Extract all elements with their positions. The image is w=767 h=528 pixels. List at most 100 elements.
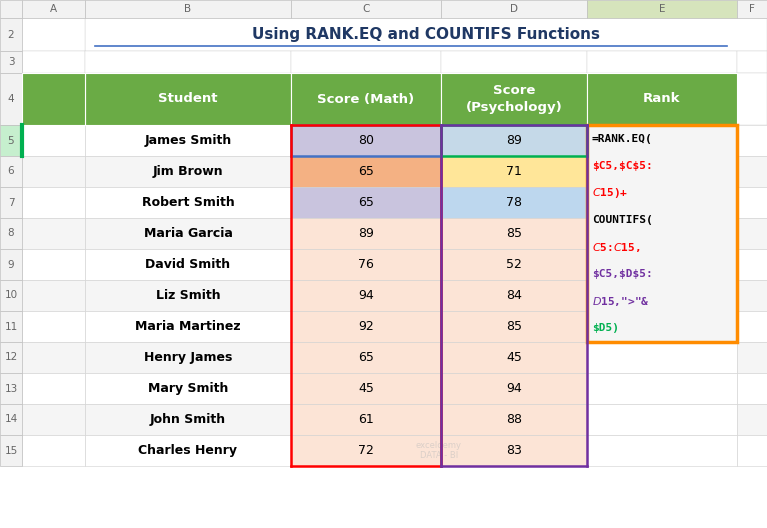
Bar: [441, 125, 587, 156]
Bar: [85, 18, 767, 51]
Text: Mary Smith: Mary Smith: [148, 382, 229, 395]
Bar: [291, 249, 441, 280]
Text: exceldemy
DATA - BI: exceldemy DATA - BI: [416, 441, 462, 460]
Text: $C5,$C$5:: $C5,$C$5:: [592, 161, 653, 171]
Bar: [85, 404, 291, 435]
Text: James Smith: James Smith: [144, 134, 232, 147]
Bar: [587, 249, 737, 280]
Text: B: B: [184, 4, 192, 14]
Text: 92: 92: [358, 320, 374, 333]
Bar: [291, 404, 441, 435]
Bar: [22, 18, 85, 51]
Bar: [22, 342, 85, 373]
Text: Student: Student: [158, 92, 218, 106]
Bar: [737, 280, 767, 311]
Text: 45: 45: [506, 351, 522, 364]
Bar: [441, 404, 587, 435]
Bar: [85, 311, 291, 342]
Bar: [22, 218, 85, 249]
Text: 15: 15: [5, 446, 18, 456]
Bar: [737, 125, 767, 156]
Bar: [737, 218, 767, 249]
Bar: [587, 373, 737, 404]
Bar: [737, 73, 767, 125]
Text: 72: 72: [358, 444, 374, 457]
Text: 11: 11: [5, 322, 18, 332]
Bar: [587, 125, 737, 342]
Text: 83: 83: [506, 444, 522, 457]
Bar: [291, 435, 441, 466]
Text: 9: 9: [8, 259, 15, 269]
Text: =RANK.EQ(: =RANK.EQ(: [592, 134, 653, 144]
Bar: [291, 218, 441, 249]
Text: 7: 7: [8, 197, 15, 208]
Bar: [22, 125, 85, 156]
Text: John Smith: John Smith: [150, 413, 226, 426]
Text: 84: 84: [506, 289, 522, 302]
Text: Score
(Psychology): Score (Psychology): [466, 84, 562, 114]
Text: 8: 8: [8, 229, 15, 239]
Bar: [0, 373, 22, 404]
Text: 94: 94: [506, 382, 522, 395]
Bar: [0, 342, 22, 373]
Text: $C$5:$C$15,: $C$5:$C$15,: [592, 241, 640, 253]
Text: D: D: [510, 4, 518, 14]
Bar: [291, 187, 441, 218]
Bar: [0, 51, 22, 73]
Text: 12: 12: [5, 353, 18, 363]
Text: 65: 65: [358, 196, 374, 209]
Bar: [737, 404, 767, 435]
Bar: [291, 73, 441, 125]
Bar: [737, 187, 767, 218]
Bar: [587, 125, 737, 156]
Bar: [737, 311, 767, 342]
Text: 3: 3: [8, 57, 15, 67]
Bar: [587, 187, 737, 218]
Text: Henry James: Henry James: [144, 351, 232, 364]
Text: 10: 10: [5, 290, 18, 300]
Text: 14: 14: [5, 414, 18, 425]
Bar: [737, 342, 767, 373]
Bar: [291, 125, 441, 156]
Bar: [587, 73, 737, 125]
Bar: [85, 73, 291, 125]
Bar: [291, 51, 441, 73]
Text: Using RANK.EQ and COUNTIFS Functions: Using RANK.EQ and COUNTIFS Functions: [252, 27, 600, 42]
Text: 2: 2: [8, 30, 15, 40]
Bar: [85, 0, 291, 18]
Text: $C5,$D$5:: $C5,$D$5:: [592, 269, 653, 279]
Bar: [587, 156, 737, 187]
Bar: [22, 404, 85, 435]
Bar: [291, 0, 441, 18]
Text: Jim Brown: Jim Brown: [153, 165, 223, 178]
Text: E: E: [659, 4, 665, 14]
Bar: [22, 156, 85, 187]
Text: Rank: Rank: [644, 92, 681, 106]
Bar: [0, 187, 22, 218]
Text: 80: 80: [358, 134, 374, 147]
Bar: [0, 156, 22, 187]
Bar: [291, 373, 441, 404]
Bar: [737, 249, 767, 280]
Bar: [85, 218, 291, 249]
Text: Maria Garcia: Maria Garcia: [143, 227, 232, 240]
Bar: [737, 51, 767, 73]
Bar: [0, 404, 22, 435]
Bar: [441, 249, 587, 280]
Bar: [441, 187, 587, 218]
Bar: [441, 51, 587, 73]
Text: 13: 13: [5, 383, 18, 393]
Bar: [587, 280, 737, 311]
Bar: [291, 311, 441, 342]
Text: 4: 4: [8, 94, 15, 104]
Text: 6: 6: [8, 166, 15, 176]
Text: 85: 85: [506, 227, 522, 240]
Bar: [85, 249, 291, 280]
Bar: [85, 156, 291, 187]
Bar: [441, 0, 587, 18]
Bar: [22, 249, 85, 280]
Bar: [85, 373, 291, 404]
Text: A: A: [50, 4, 57, 14]
Bar: [85, 435, 291, 466]
Text: Liz Smith: Liz Smith: [156, 289, 220, 302]
